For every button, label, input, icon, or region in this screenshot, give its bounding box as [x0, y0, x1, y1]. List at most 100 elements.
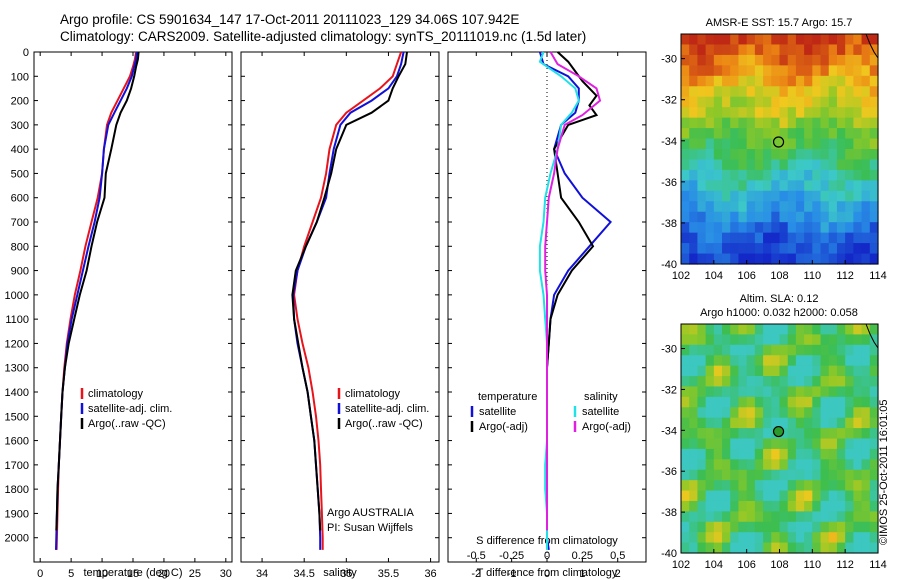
- map-cell: [738, 469, 748, 481]
- map-cell: [861, 490, 871, 502]
- map-cell: [820, 180, 830, 192]
- map-cell: [722, 344, 731, 356]
- map-cell: [771, 500, 781, 512]
- map-cell: [828, 107, 838, 119]
- map-cell: [787, 44, 797, 56]
- map-cell: [787, 201, 797, 213]
- map-cell: [746, 334, 756, 346]
- map-cell: [779, 149, 789, 161]
- profile-annotation: PI: Susan Wijffels: [327, 522, 413, 534]
- panel-difference: -2 -1 0 1 2T difference from climatology -0.5…: [447, 51, 647, 580]
- map-cell: [804, 521, 813, 533]
- map-cell: [722, 169, 731, 181]
- map-cell: [697, 211, 707, 223]
- map-cell: [836, 201, 846, 213]
- map-cell: [722, 448, 731, 460]
- map-cell: [746, 117, 756, 129]
- map-cell: [689, 532, 699, 544]
- map-cell: [730, 75, 740, 87]
- map-cell: [713, 107, 723, 119]
- legend-label: satellite-adj. clim.: [88, 403, 172, 415]
- map-cell: [754, 138, 764, 150]
- map-cell: [738, 86, 748, 98]
- map-cell: [836, 149, 846, 161]
- map-cell: [787, 86, 797, 98]
- map-cell: [845, 169, 854, 181]
- map-cell: [738, 243, 748, 255]
- map-cell: [836, 448, 846, 460]
- map-cell: [746, 428, 756, 440]
- map-cell: [730, 138, 740, 150]
- map-cell: [869, 138, 879, 150]
- map-cell: [746, 396, 756, 408]
- map-cell: [689, 500, 699, 512]
- profile-annotation: Argo AUSTRALIA: [327, 507, 414, 519]
- map-cell: [812, 396, 822, 408]
- map-cell: [820, 232, 830, 244]
- map-cell: [722, 232, 731, 244]
- map-cell: [861, 149, 871, 161]
- map-cell: [697, 428, 707, 440]
- map-cell: [763, 44, 772, 56]
- map-cell: [689, 355, 699, 367]
- map-cell: [845, 396, 854, 408]
- map-cell: [689, 86, 699, 98]
- panel-temperature: 0100200300400500600700800900100011001200…: [5, 47, 233, 580]
- map-cell: [689, 521, 699, 533]
- map-cell: [845, 532, 854, 544]
- map-cell: [787, 469, 797, 481]
- map-cell: [746, 511, 756, 523]
- map-cell: [771, 376, 781, 388]
- map-cell: [861, 324, 871, 336]
- map-cell: [754, 107, 764, 119]
- map-cell: [804, 232, 813, 244]
- map-cell: [861, 201, 871, 213]
- map-cell: [746, 490, 756, 502]
- map-cell: [845, 96, 854, 108]
- map-cell: [763, 428, 772, 440]
- map-cell: [861, 532, 871, 544]
- map-cell: [746, 344, 756, 356]
- map-cell: [754, 490, 764, 502]
- map-cell: [820, 159, 830, 171]
- figure-title-line1: Argo profile: CS 5901634_147 17-Oct-2011…: [60, 12, 520, 27]
- map-cell: [689, 386, 699, 398]
- credit-text: ©IMOS 25-Oct-2011 16:01:05: [878, 399, 890, 545]
- map-cell: [804, 253, 813, 265]
- map-cell: [763, 376, 772, 388]
- map-cell: [771, 44, 781, 56]
- map-cell: [738, 324, 748, 336]
- coastline: [865, 33, 879, 59]
- map-cell: [812, 107, 822, 119]
- map-cell: [795, 459, 805, 471]
- map-cell: [713, 355, 723, 367]
- map-cell: [681, 149, 690, 161]
- depth-tick-label: 500: [11, 168, 29, 180]
- map-cell: [861, 180, 871, 192]
- depth-tick-label: 1100: [5, 314, 29, 326]
- map-cell: [787, 243, 797, 255]
- map-cell: [845, 355, 854, 367]
- map-cell: [763, 128, 772, 140]
- map-cell: [730, 396, 740, 408]
- map-cell: [763, 448, 772, 460]
- map-cell: [705, 96, 715, 108]
- map-cell: [845, 365, 854, 377]
- map-cell: [853, 117, 863, 129]
- map-cell: [705, 344, 715, 356]
- map-cell: [705, 448, 715, 460]
- map-cell: [738, 117, 748, 129]
- map-cell: [730, 542, 740, 554]
- map-cell: [869, 334, 879, 346]
- map-cell: [845, 386, 854, 398]
- map-cell: [713, 222, 723, 234]
- map-cell: [746, 75, 756, 87]
- map-y-tick-label: -34: [661, 136, 677, 148]
- map-cell: [828, 428, 838, 440]
- map-cell: [836, 86, 846, 98]
- map-cell: [771, 355, 781, 367]
- map-cell: [787, 128, 797, 140]
- map-cell: [754, 511, 764, 523]
- map-cell: [828, 511, 838, 523]
- map-cell: [763, 511, 772, 523]
